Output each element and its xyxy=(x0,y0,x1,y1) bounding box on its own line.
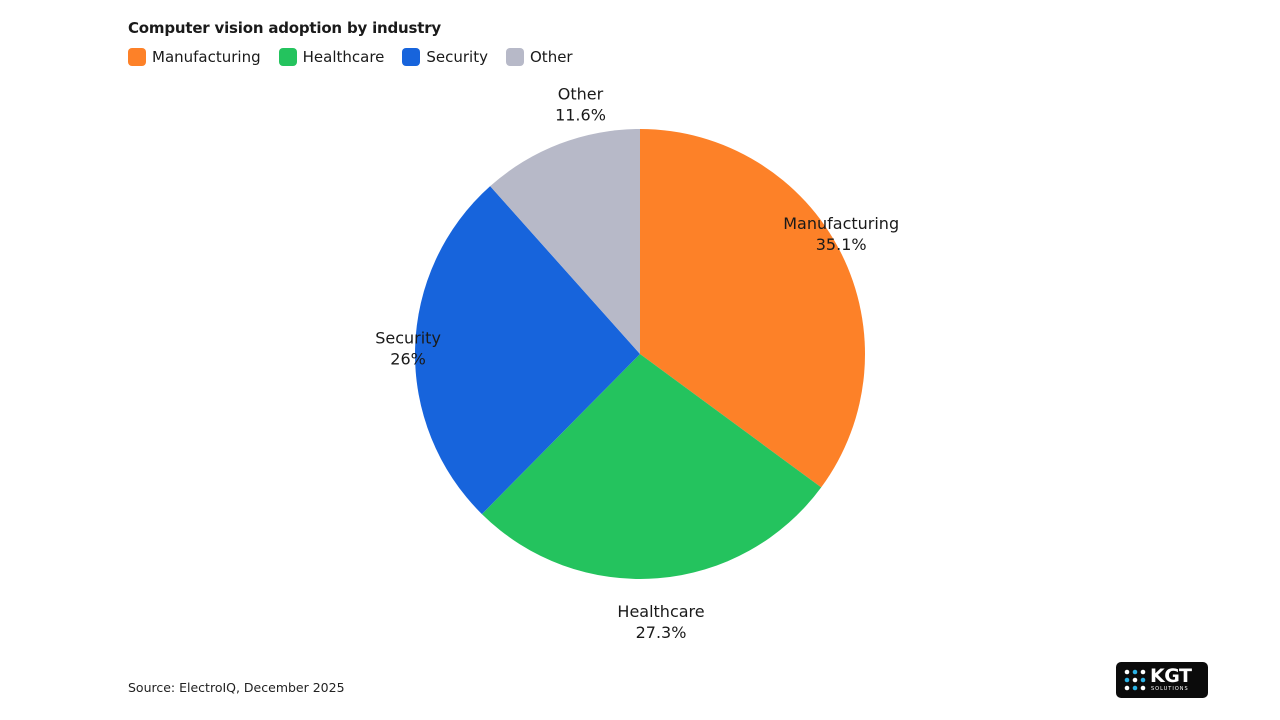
slice-value-other: 11.6% xyxy=(555,106,606,125)
chart-legend: Manufacturing Healthcare Security Other xyxy=(128,48,591,66)
chart-title: Computer vision adoption by industry xyxy=(128,19,441,37)
pie-slice-other xyxy=(490,129,640,354)
pie-slice-security xyxy=(414,186,640,515)
pie-slice-healthcare xyxy=(481,354,822,580)
legend-label-healthcare: Healthcare xyxy=(302,48,385,66)
slice-value-manufacturing: 35.1% xyxy=(816,235,867,254)
legend-swatch-healthcare xyxy=(278,48,297,66)
logo-subtext: SOLUTIONS xyxy=(1151,686,1189,692)
slice-value-security: 26% xyxy=(390,349,426,368)
legend-item-healthcare: Healthcare xyxy=(278,48,385,66)
slice-name-healthcare: Healthcare xyxy=(617,602,704,621)
legend-swatch-manufacturing xyxy=(128,48,146,66)
slice-value-healthcare: 27.3% xyxy=(636,623,687,642)
legend-swatch-other xyxy=(506,48,524,66)
legend-label-security: Security xyxy=(426,48,488,66)
slice-label-security: Security 26% xyxy=(375,328,441,368)
legend-swatch-security xyxy=(402,48,421,66)
source-note: Source: ElectroIQ, December 2025 xyxy=(128,680,345,695)
legend-label-manufacturing: Manufacturing xyxy=(152,48,261,66)
legend-label-other: Other xyxy=(530,48,573,66)
legend-item-manufacturing: Manufacturing xyxy=(128,48,261,66)
kgt-logo: KGT SOLUTIONS xyxy=(1116,662,1208,698)
slice-label-other: Other 11.6% xyxy=(555,85,606,125)
legend-item-other: Other xyxy=(506,48,573,66)
slice-label-healthcare: Healthcare 27.3% xyxy=(617,602,704,642)
pie-slice-manufacturing xyxy=(640,129,865,488)
slice-label-manufacturing: Manufacturing 35.1% xyxy=(783,214,899,254)
logo-dots-icon xyxy=(1124,669,1146,691)
slice-name-other: Other xyxy=(558,85,604,104)
slice-name-manufacturing: Manufacturing xyxy=(783,214,899,233)
logo-text: KGT xyxy=(1150,665,1192,687)
legend-item-security: Security xyxy=(402,48,488,66)
slice-name-security: Security xyxy=(375,328,441,347)
